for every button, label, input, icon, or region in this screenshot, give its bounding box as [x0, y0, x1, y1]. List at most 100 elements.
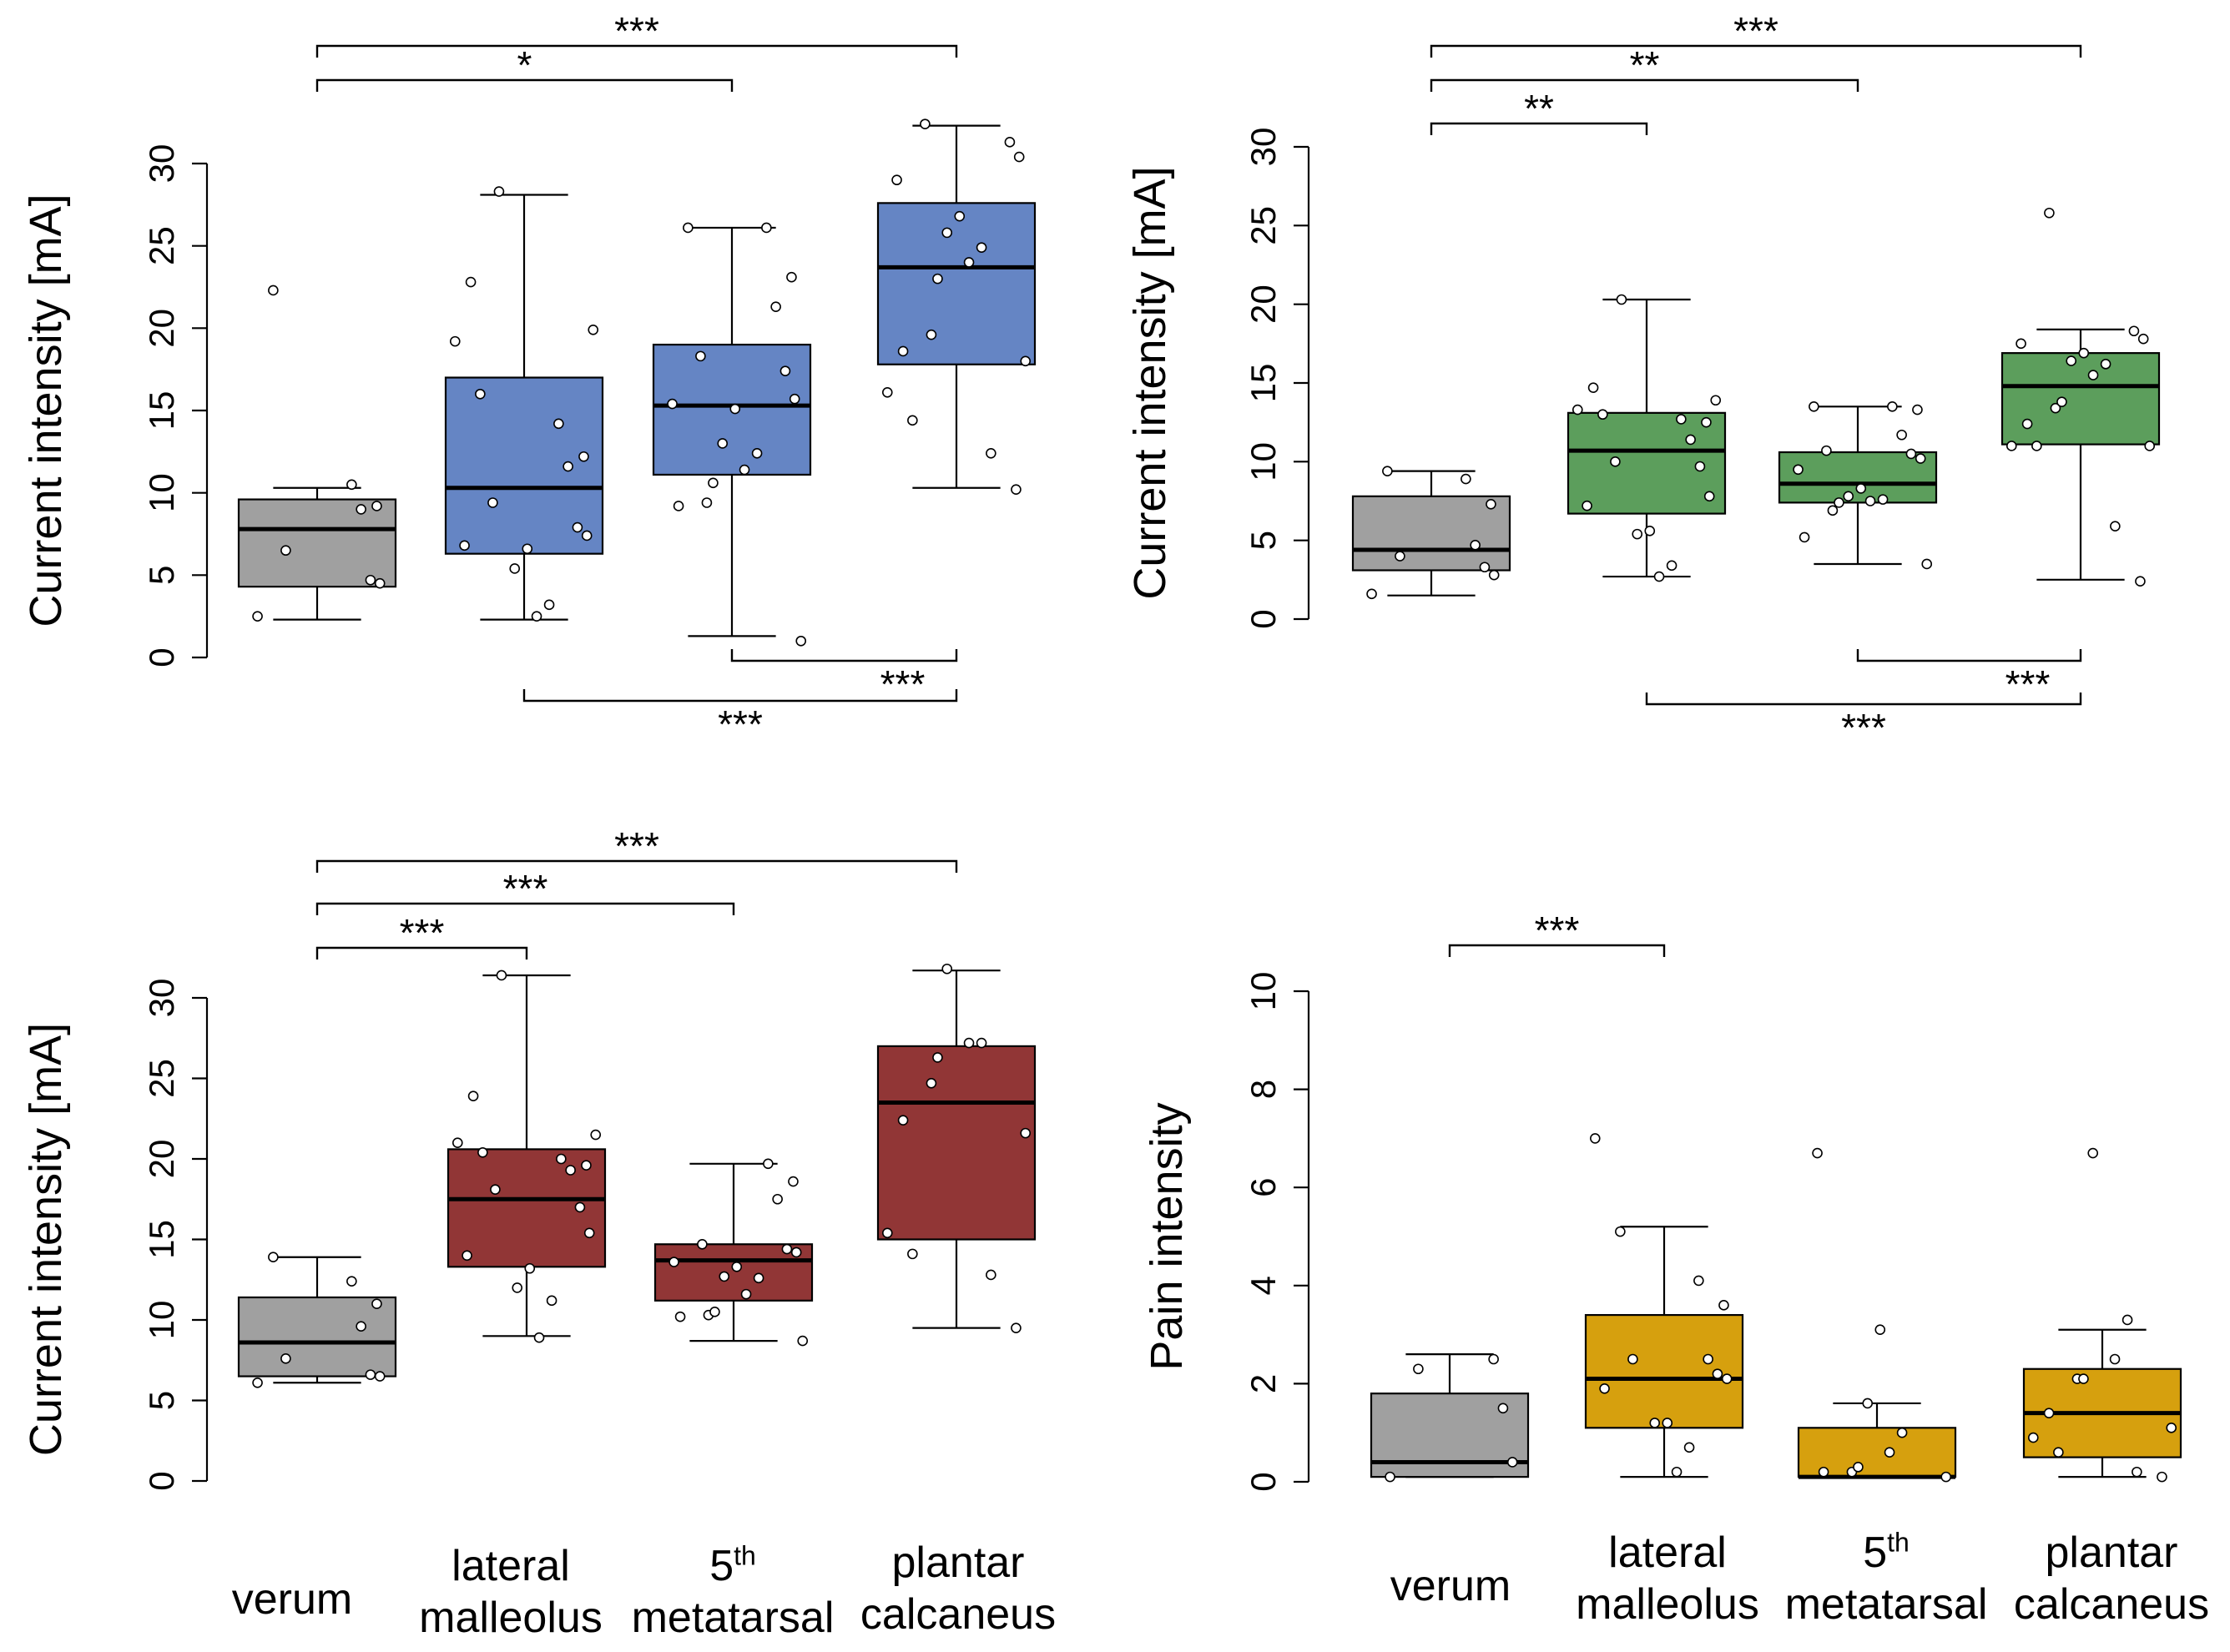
- data-point: [954, 210, 966, 222]
- data-point: [781, 1243, 793, 1255]
- data-point: [1862, 1398, 1874, 1409]
- data-point: [2021, 418, 2033, 430]
- data-point: [1818, 1466, 1829, 1478]
- data-point: [789, 393, 800, 405]
- data-point: [2122, 1314, 2133, 1326]
- y-tick-label: 30: [1244, 128, 1283, 167]
- data-point: [1589, 1133, 1601, 1144]
- data-point: [740, 1288, 752, 1300]
- data-point: [2053, 1447, 2064, 1458]
- bracket-line: [1430, 44, 2082, 58]
- data-point: [1821, 445, 1832, 456]
- box-iqr: [2000, 352, 2161, 446]
- data-point: [1896, 1427, 1908, 1438]
- bracket-line: [315, 44, 958, 58]
- significance-bracket-below: ***: [1856, 649, 2082, 706]
- data-point: [1843, 491, 1854, 502]
- data-point: [1921, 558, 1933, 570]
- significance-bracket-above: *: [315, 43, 734, 92]
- data-point: [590, 1129, 602, 1141]
- data-point: [770, 301, 781, 312]
- box-1: [1370, 1353, 1530, 1483]
- y-tick-label: 10: [1244, 972, 1283, 1011]
- data-point: [346, 479, 357, 491]
- data-point: [465, 276, 477, 288]
- significance-bracket-above: **: [1430, 87, 1648, 135]
- significance-label: ***: [400, 911, 445, 954]
- data-point: [531, 611, 542, 622]
- data-point: [797, 1335, 809, 1347]
- data-point: [1488, 569, 1500, 581]
- data-point: [2043, 1408, 2055, 1418]
- significance-label: ***: [614, 9, 659, 53]
- data-point: [1644, 526, 1656, 536]
- data-point: [493, 186, 505, 197]
- data-point: [1599, 1383, 1610, 1394]
- data-point: [581, 1160, 592, 1171]
- data-point: [2066, 355, 2077, 366]
- bracket-line: [522, 689, 958, 703]
- data-point: [475, 388, 486, 400]
- bracket-line: [315, 859, 958, 873]
- data-point: [1683, 1442, 1695, 1453]
- data-point: [1940, 1471, 1952, 1483]
- data-point: [667, 398, 678, 410]
- data-point: [963, 1037, 975, 1049]
- significance-bracket-above: ***: [315, 911, 528, 959]
- data-point: [2078, 347, 2090, 359]
- data-point: [920, 118, 931, 129]
- data-point: [2100, 359, 2111, 370]
- y-tick-label: 2: [1244, 1374, 1283, 1393]
- data-point: [2137, 333, 2149, 345]
- data-point: [252, 1377, 263, 1388]
- y-tick-label: 5: [142, 566, 181, 585]
- data-point: [1020, 355, 1032, 367]
- data-point: [941, 227, 953, 239]
- data-point: [907, 415, 918, 426]
- data-point: [719, 1271, 730, 1282]
- data-point: [1887, 400, 1898, 412]
- significance-bracket-above: ***: [1448, 909, 1666, 957]
- data-point: [2132, 1466, 2142, 1478]
- data-point: [729, 403, 741, 415]
- data-point: [697, 1238, 708, 1250]
- data-point: [1793, 464, 1804, 476]
- box-2: [444, 186, 604, 622]
- data-point: [788, 1176, 799, 1187]
- data-point: [2128, 325, 2140, 337]
- data-point: [976, 1037, 987, 1049]
- data-point: [891, 174, 902, 186]
- data-point: [1912, 404, 1923, 416]
- data-point: [556, 1153, 567, 1165]
- data-point: [565, 1165, 576, 1176]
- data-point: [1615, 1226, 1626, 1237]
- data-point: [543, 599, 555, 611]
- data-point: [1004, 137, 1016, 148]
- data-point: [1582, 500, 1592, 511]
- data-point: [1013, 151, 1025, 163]
- y-tick-label: 20: [142, 1140, 181, 1179]
- data-point: [374, 577, 386, 589]
- box-3: [1778, 400, 1938, 570]
- data-point: [1011, 1322, 1022, 1333]
- data-point: [490, 1184, 501, 1195]
- data-point: [578, 451, 589, 462]
- data-point: [371, 1298, 382, 1309]
- box-2: [447, 970, 607, 1343]
- y-axis-title: Pain intensity: [1142, 1102, 1192, 1370]
- box-iqr: [237, 1296, 397, 1378]
- data-point: [1488, 1353, 1499, 1365]
- data-point: [1470, 540, 1481, 551]
- significance-bracket-below: ***: [730, 649, 958, 706]
- y-tick-label: 25: [142, 1059, 181, 1098]
- y-tick-label: 5: [1244, 531, 1283, 550]
- data-point: [1905, 448, 1917, 460]
- significance-label: *: [517, 43, 532, 87]
- box-3: [653, 1158, 814, 1347]
- data-point: [786, 271, 797, 283]
- significance-bracket-below: ***: [1645, 693, 2082, 749]
- y-axis-title: Current intensity [mA]: [1125, 166, 1175, 599]
- bracket-line: [1448, 944, 1666, 957]
- data-point: [1701, 416, 1712, 428]
- data-point: [2050, 402, 2061, 414]
